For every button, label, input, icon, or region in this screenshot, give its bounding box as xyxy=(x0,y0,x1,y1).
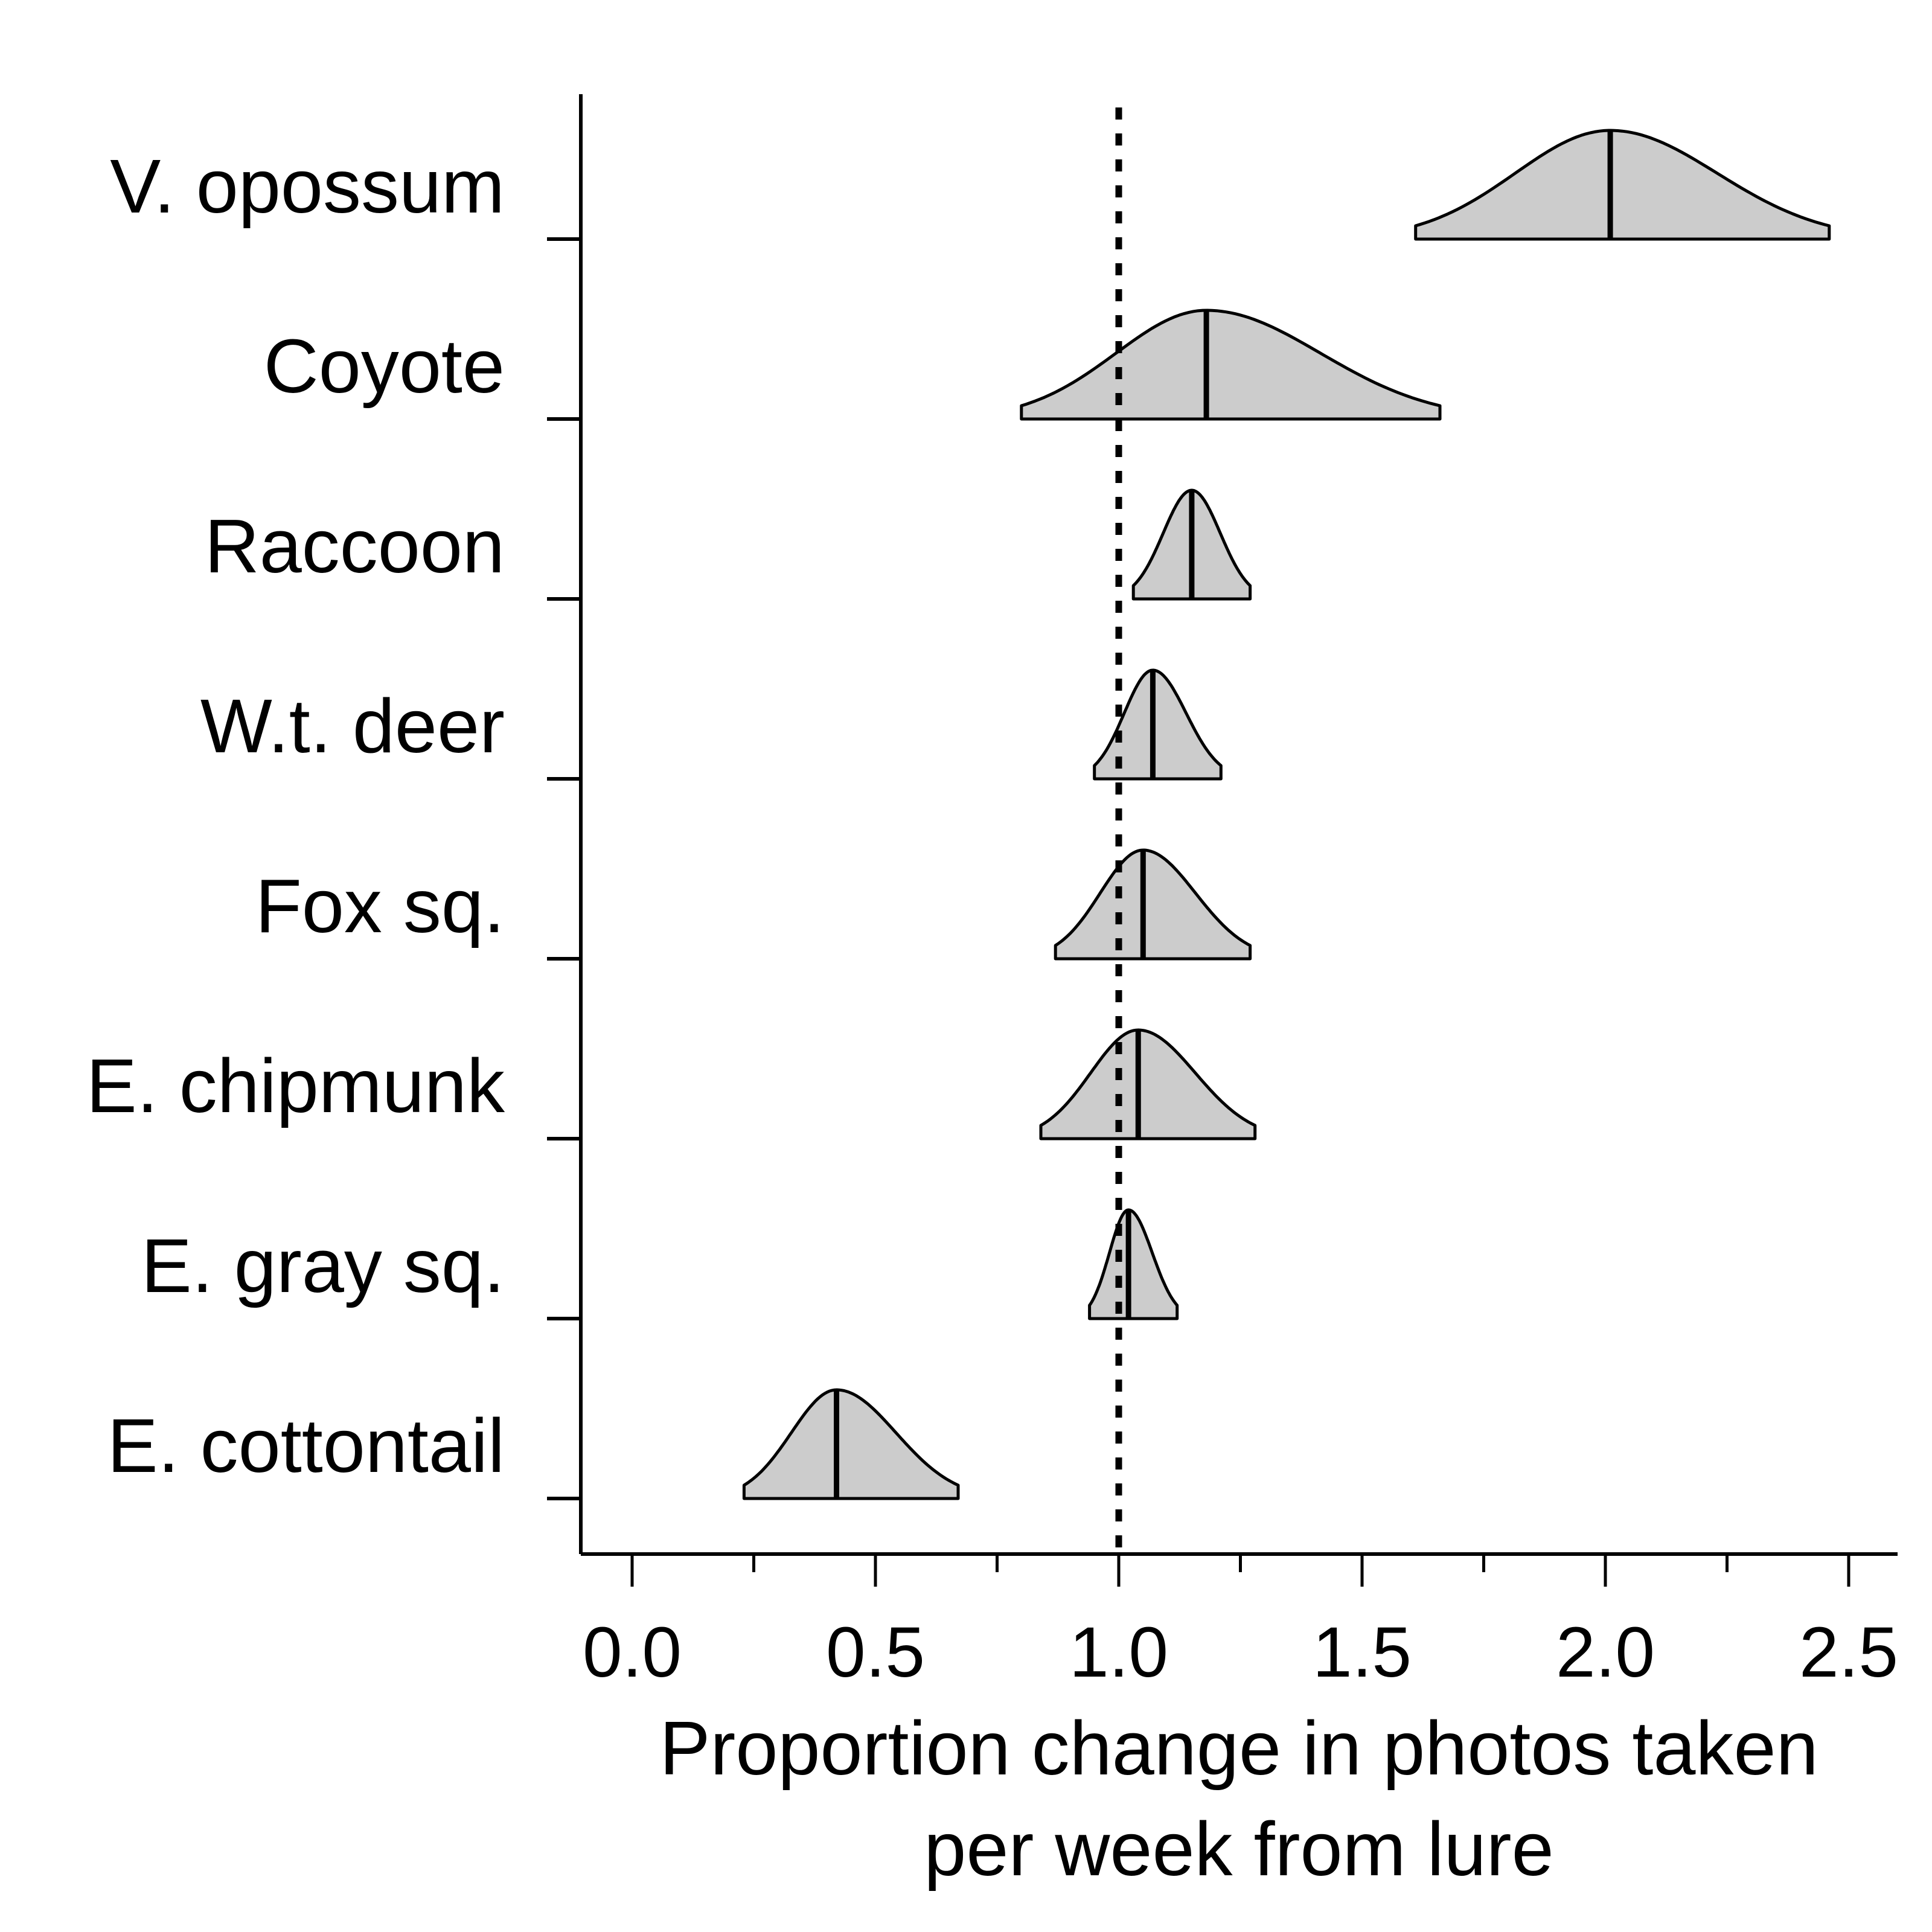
ridge-e-gray-sq xyxy=(1088,1208,1179,1320)
x-ticks-group: 0.0 0.5 1.0 1.5 2.0 2.5 xyxy=(583,1554,1898,1692)
ridge-fox-sq xyxy=(1054,848,1252,961)
y-tick-label-e-cottontail: E. cottontail xyxy=(107,1403,505,1488)
x-tick-label: 0.5 xyxy=(826,1613,925,1692)
x-tick-label: 1.5 xyxy=(1313,1613,1412,1692)
density-shape xyxy=(1039,1028,1257,1140)
ridge-w-t-deer xyxy=(1093,668,1223,781)
y-tick-label-e-chipmunk: E. chipmunk xyxy=(86,1043,505,1128)
y-ticks-group: V. opossum Coyote Raccoon W.t. deer Fox sq. E… xyxy=(86,144,581,1500)
x-axis-title-line-1: Proportion change in photos taken xyxy=(659,1706,1818,1791)
density-shape xyxy=(1020,309,1442,421)
y-tick-label-e-gray-sq: E. gray sq. xyxy=(141,1223,505,1308)
density-shape xyxy=(1414,129,1831,241)
ridge-e-cottontail xyxy=(742,1388,960,1500)
density-shape xyxy=(1054,848,1252,961)
y-tick-label-fox-sq: Fox sq. xyxy=(255,863,505,948)
ridge-coyote xyxy=(1020,309,1442,421)
x-axis-title-line-2: per week from lure xyxy=(924,1806,1553,1892)
ridges-group xyxy=(742,129,1831,1500)
y-tick-label-w-t-deer: W.t. deer xyxy=(200,683,505,769)
density-shape xyxy=(742,1388,960,1500)
x-tick-label: 2.0 xyxy=(1556,1613,1655,1692)
x-tick-label: 1.0 xyxy=(1069,1613,1168,1692)
x-axis-title: Proportion change in photos taken per we… xyxy=(659,1706,1818,1892)
y-tick-label-v-opossum: V. opossum xyxy=(110,144,505,229)
density-shape xyxy=(1088,1208,1179,1320)
y-tick-label-raccoon: Raccoon xyxy=(205,504,505,589)
ridge-v-opossum xyxy=(1414,129,1831,241)
x-tick-label: 0.0 xyxy=(583,1613,682,1692)
y-tick-label-coyote: Coyote xyxy=(264,324,505,409)
axes-group xyxy=(579,94,1898,1556)
ridge-e-chipmunk xyxy=(1039,1028,1257,1140)
density-shape xyxy=(1093,668,1223,781)
x-tick-label: 2.5 xyxy=(1799,1613,1898,1692)
ridge-raccoon xyxy=(1131,488,1252,601)
